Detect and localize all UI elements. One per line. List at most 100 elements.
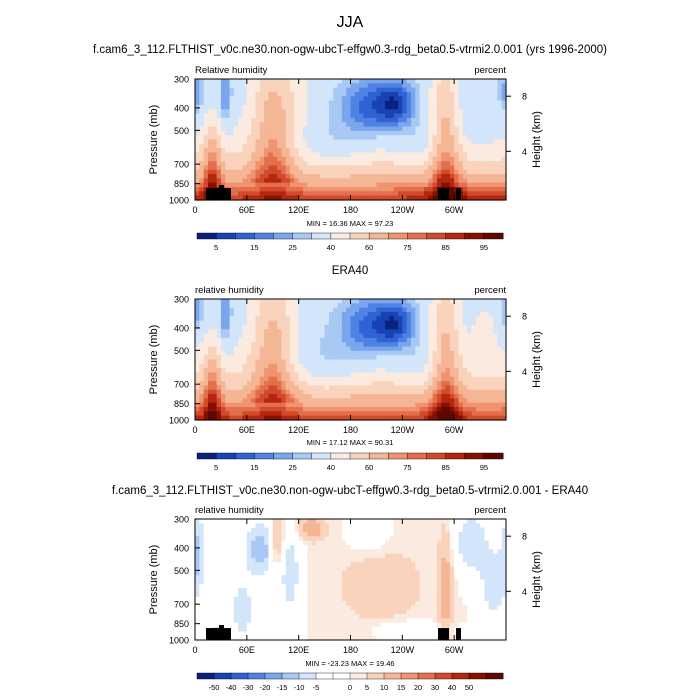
field-cell (259, 191, 265, 197)
field-cell (398, 126, 403, 132)
field-cell (398, 83, 403, 89)
field-cell (337, 148, 343, 154)
field-cell (462, 109, 468, 115)
field-cell (199, 372, 205, 378)
field-cell (393, 316, 399, 322)
field-cell (328, 187, 334, 192)
field-cell (268, 363, 274, 369)
field-cell (281, 359, 287, 365)
field-cell (255, 346, 261, 352)
field-cell (467, 130, 473, 136)
field-cell (367, 148, 373, 154)
field-cell (497, 96, 503, 102)
field-cell (389, 109, 395, 115)
field-cell (385, 174, 390, 179)
field-cell (488, 540, 494, 546)
field-cell (497, 91, 503, 97)
field-cell (415, 544, 421, 550)
field-cell (449, 519, 455, 524)
field-cell (272, 355, 278, 361)
field-cell (328, 350, 334, 356)
colorbar-segment (388, 232, 408, 240)
field-cell (333, 389, 339, 395)
field-cell (203, 91, 209, 97)
field-cell (246, 161, 252, 167)
field-cell (328, 130, 334, 136)
field-cell (363, 523, 369, 529)
field-cell (229, 117, 235, 123)
field-cell (436, 411, 442, 417)
field-cell (290, 523, 295, 529)
field-cell (311, 333, 317, 339)
field-cell (346, 91, 352, 97)
field-cell (281, 307, 287, 313)
field-cell (441, 161, 447, 167)
field-cell (259, 329, 265, 335)
field-cell (277, 303, 282, 309)
field-cell (359, 182, 365, 188)
field-cell (246, 191, 252, 197)
field-cell (285, 376, 291, 382)
field-cell (354, 122, 360, 128)
field-cell (484, 415, 490, 421)
field-cell (255, 329, 261, 335)
field-cell (501, 311, 507, 317)
field-cell (255, 527, 261, 533)
field-cell (462, 531, 468, 537)
field-cell (341, 368, 347, 374)
field-cell (238, 519, 244, 524)
field-cell (376, 394, 382, 399)
field-cell (307, 553, 313, 559)
field-cell (307, 411, 313, 417)
field-cell (324, 350, 330, 356)
field-cell (199, 562, 205, 568)
field-cell (484, 109, 490, 115)
field-cell (398, 311, 403, 317)
field-cell (419, 178, 425, 184)
field-cell (225, 311, 231, 317)
field-cell (454, 402, 460, 408)
field-cell (406, 523, 412, 529)
field-cell (324, 143, 330, 149)
colorbar-label: 95 (480, 243, 488, 252)
field-cell (419, 187, 425, 192)
field-cell (493, 359, 498, 365)
field-cell (471, 415, 477, 421)
field-cell (454, 372, 460, 378)
field-cell (471, 376, 477, 382)
field-cell (480, 100, 485, 106)
field-cell (311, 320, 317, 326)
field-cell (251, 562, 257, 568)
field-cell (445, 143, 451, 149)
field-cell (242, 381, 248, 387)
field-cell (363, 385, 369, 391)
field-cell (402, 389, 408, 395)
field-cell (341, 402, 347, 408)
field-cell (324, 104, 330, 110)
field-cell (471, 394, 477, 399)
field-cell (246, 557, 252, 563)
field-cell (428, 161, 434, 167)
field-cell (423, 83, 429, 89)
field-cell (207, 359, 213, 365)
colorbar-label: 60 (365, 463, 373, 472)
field-cell (480, 350, 485, 356)
field-cell (199, 87, 205, 93)
field-cell (380, 104, 386, 110)
field-cell (480, 549, 485, 555)
field-cell (398, 182, 403, 188)
field-cell (441, 411, 447, 417)
field-cell (199, 557, 205, 563)
field-cell (462, 178, 468, 184)
field-cell (268, 191, 274, 197)
field-cell (393, 342, 399, 348)
field-cell (488, 83, 494, 89)
field-cell (363, 156, 369, 162)
field-cell (415, 394, 421, 399)
field-cell (441, 126, 447, 132)
field-cell (350, 299, 356, 304)
field-cell (290, 531, 295, 537)
field-cell (454, 79, 460, 84)
field-cell (497, 350, 503, 356)
field-cell (346, 191, 352, 197)
